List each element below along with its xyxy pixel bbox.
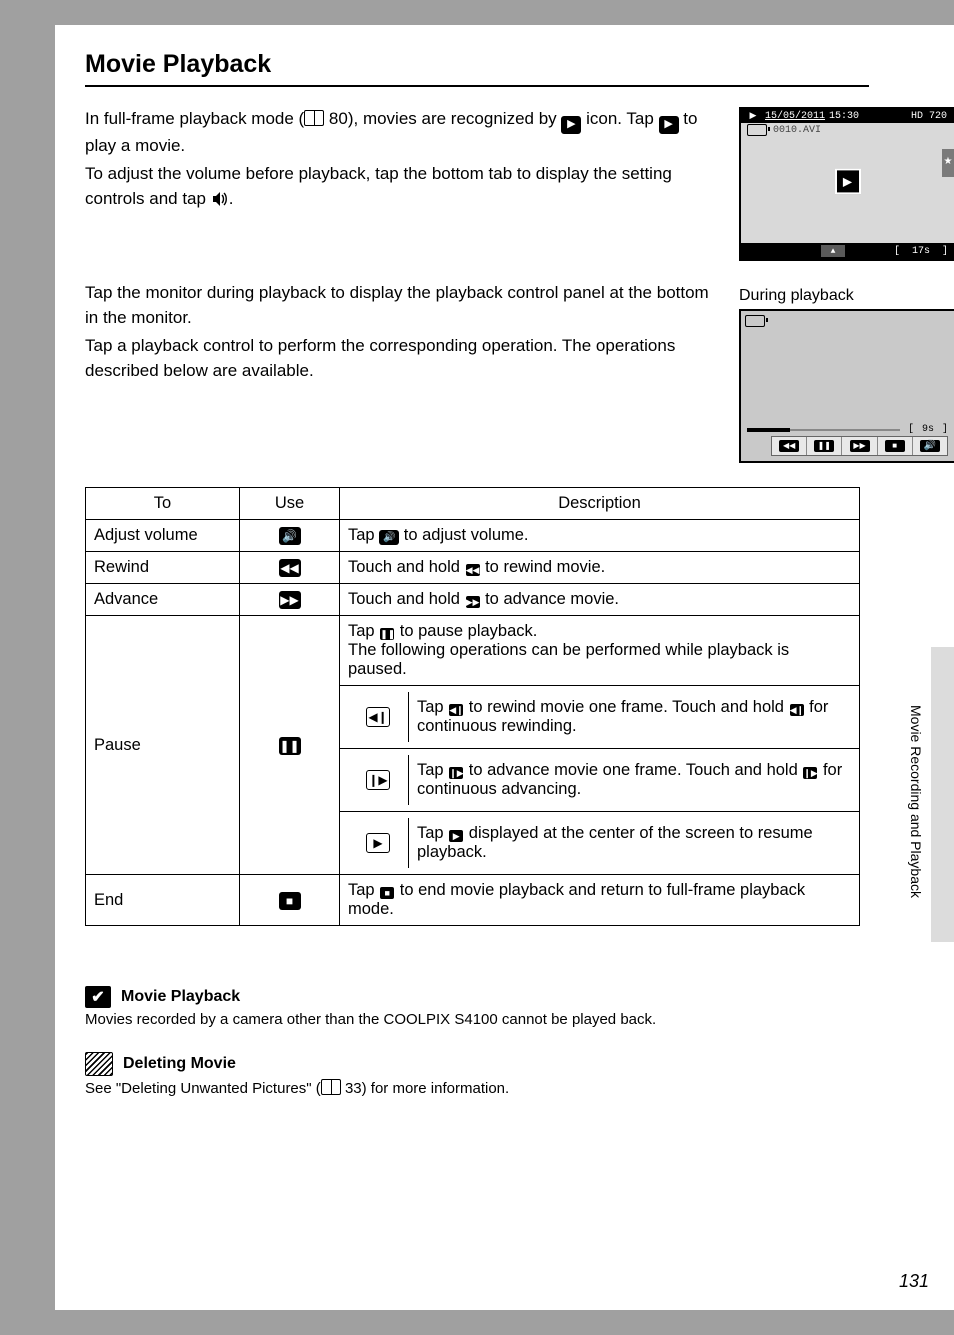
volume-icon: 🔊: [279, 527, 301, 545]
playback-text: Tap the monitor during playback to displ…: [85, 281, 714, 463]
date-text: 15/05/2011: [765, 111, 825, 122]
page-number: 131: [899, 1271, 929, 1292]
bra: [: [908, 424, 914, 435]
table-row: Pause ❚❚ Tap ❚❚ to pause playback. The f…: [86, 616, 860, 686]
t: Tap a playback control to perform the co…: [85, 334, 714, 383]
manual-page: Movie Playback In full-frame playback mo…: [55, 25, 954, 1310]
section-label: Movie Recording and Playback: [908, 705, 924, 898]
to-cell: Rewind: [86, 552, 240, 584]
book-ref-icon: [304, 110, 324, 126]
frame-rewind-icon: ◀❙: [790, 704, 804, 716]
center-play-button[interactable]: ▶: [835, 168, 861, 194]
screen-thumb-2: During playback [ 9s ] ◀◀ ❚❚ ▶▶ ■ 🔊: [739, 281, 954, 463]
volume-button[interactable]: 🔊: [913, 437, 947, 455]
filename: 0010.AVI: [773, 125, 821, 136]
table-row: Rewind ◀◀ Touch and hold ◀◀ to rewind mo…: [86, 552, 860, 584]
battery-icon: [747, 124, 767, 136]
table-row: End ■ Tap ■ to end movie playback and re…: [86, 875, 860, 926]
intro-block: In full-frame playback mode ( 80), movie…: [85, 107, 954, 261]
resume-play-icon: ▶: [366, 833, 390, 853]
note-text: See "Deleting Unwanted Pictures" ( 33) f…: [85, 1079, 869, 1097]
notes: ✔ Movie Playback Movies recorded by a ca…: [85, 986, 869, 1097]
th-to: To: [86, 488, 240, 520]
play-icon: ▶: [659, 116, 679, 134]
forward-button[interactable]: ▶▶: [842, 437, 877, 455]
note-title: Movie Playback: [121, 988, 240, 1006]
frame-forward-icon: ❙▶: [366, 770, 390, 790]
res-chip: HD 720: [908, 111, 950, 122]
frame-rewind-icon: ◀❙: [366, 707, 390, 727]
frame-forward-icon: ❙▶: [803, 767, 817, 779]
volume-icon: 🔊: [379, 530, 399, 545]
pause-icon: ❚❚: [380, 628, 394, 640]
table-row: Advance ▶▶ Touch and hold ▶▶ to advance …: [86, 584, 860, 616]
screen2-caption: During playback: [739, 287, 954, 305]
star-tab[interactable]: ★: [942, 149, 954, 177]
screen-thumb-1: ▶ 15/05/2011 15:30 HD 720 0010.AVI ▶ ★ ▲…: [739, 107, 954, 261]
playback-controls: ◀◀ ❚❚ ▶▶ ■ 🔊: [771, 436, 948, 456]
section-tab: [931, 647, 954, 942]
stop-button[interactable]: ■: [878, 437, 913, 455]
playback-block: Tap the monitor during playback to displ…: [85, 281, 954, 463]
to-cell: Adjust volume: [86, 520, 240, 552]
resume-play-icon: ▶: [449, 830, 463, 842]
t: 80), movies are recognized by: [324, 109, 561, 128]
t: To adjust the volume before playback, ta…: [85, 164, 672, 208]
table-row: Adjust volume 🔊 Tap 🔊 to adjust volume.: [86, 520, 860, 552]
duration: 17s: [912, 246, 930, 257]
frame-forward-icon: ❙▶: [449, 767, 463, 779]
battery-icon: [745, 315, 765, 327]
note-badge-icon: [85, 1052, 113, 1076]
stop-icon: ■: [380, 887, 394, 899]
ket: ]: [942, 424, 948, 435]
to-cell: Pause: [86, 616, 240, 875]
forward-icon: ▶▶: [466, 596, 480, 608]
play-mode-icon: ▶: [746, 110, 760, 122]
t: icon. Tap: [581, 109, 658, 128]
progress-bar[interactable]: [747, 429, 900, 431]
to-cell: End: [86, 875, 240, 926]
th-use: Use: [240, 488, 340, 520]
operations-table: To Use Description Adjust volume 🔊 Tap 🔊…: [85, 487, 860, 926]
caution-badge: ✔: [85, 986, 111, 1008]
note-text: Movies recorded by a camera other than t…: [85, 1011, 869, 1028]
t: Tap the monitor during playback to displ…: [85, 281, 714, 330]
stop-icon: ■: [279, 892, 301, 910]
t: In full-frame playback mode (: [85, 109, 304, 128]
time-text: 15:30: [829, 111, 859, 122]
bra: [: [894, 246, 900, 257]
pause-icon: ❚❚: [279, 737, 301, 755]
rewind-icon: ◀◀: [279, 559, 301, 577]
elapsed: 9s: [922, 424, 934, 435]
forward-icon: ▶▶: [279, 591, 301, 609]
th-desc: Description: [340, 488, 860, 520]
pause-button[interactable]: ❚❚: [807, 437, 842, 455]
up-tab[interactable]: ▲: [821, 245, 845, 257]
note-title: Deleting Movie: [123, 1055, 236, 1073]
rewind-button[interactable]: ◀◀: [772, 437, 807, 455]
play-icon: ▶: [561, 116, 581, 134]
to-cell: Advance: [86, 584, 240, 616]
frame-rewind-icon: ◀❙: [449, 704, 463, 716]
intro-text: In full-frame playback mode ( 80), movie…: [85, 107, 714, 261]
volume-icon: [211, 190, 229, 215]
page-title: Movie Playback: [85, 50, 869, 87]
book-ref-icon: [321, 1079, 341, 1095]
ket: ]: [942, 246, 948, 257]
t: .: [229, 189, 234, 208]
rewind-icon: ◀◀: [466, 564, 480, 576]
